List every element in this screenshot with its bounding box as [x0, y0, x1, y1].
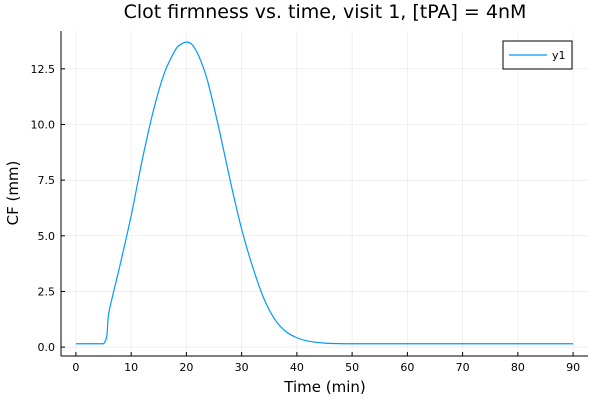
- x-tick-label: 50: [345, 361, 359, 374]
- y-ticks: 0.0 2.5 5.0 7.5 10.0 12.5: [31, 63, 65, 354]
- x-tick-label: 80: [511, 361, 525, 374]
- y-axis-label: CF (mm): [4, 161, 22, 226]
- series-layer: [75, 41, 574, 345]
- x-axis-label: Time (min): [283, 378, 365, 396]
- series-line-y1: [75, 41, 574, 345]
- legend-label-y1: y1: [552, 49, 566, 62]
- x-tick-label: 10: [124, 361, 138, 374]
- x-tick-label: 20: [179, 361, 193, 374]
- y-tick-label: 0.0: [38, 341, 56, 354]
- y-tick-label: 10.0: [31, 118, 56, 131]
- x-tick-label: 30: [235, 361, 249, 374]
- y-tick-label: 5.0: [38, 230, 56, 243]
- legend: y1: [502, 40, 573, 70]
- x-tick-label: 0: [72, 361, 79, 374]
- x-tick-label: 90: [566, 361, 580, 374]
- y-tick-label: 2.5: [38, 285, 56, 298]
- x-tick-label: 40: [290, 361, 304, 374]
- x-tick-label: 60: [400, 361, 414, 374]
- x-ticks: 0 10 20 30 40 50 60 70 80 90: [72, 352, 580, 374]
- grid: [61, 31, 588, 356]
- y-tick-label: 7.5: [38, 174, 56, 187]
- axes: [60, 31, 588, 357]
- y-tick-label: 12.5: [31, 63, 56, 76]
- chart-title: Clot firmness vs. time, visit 1, [tPA] =…: [124, 1, 527, 23]
- x-tick-label: 70: [456, 361, 470, 374]
